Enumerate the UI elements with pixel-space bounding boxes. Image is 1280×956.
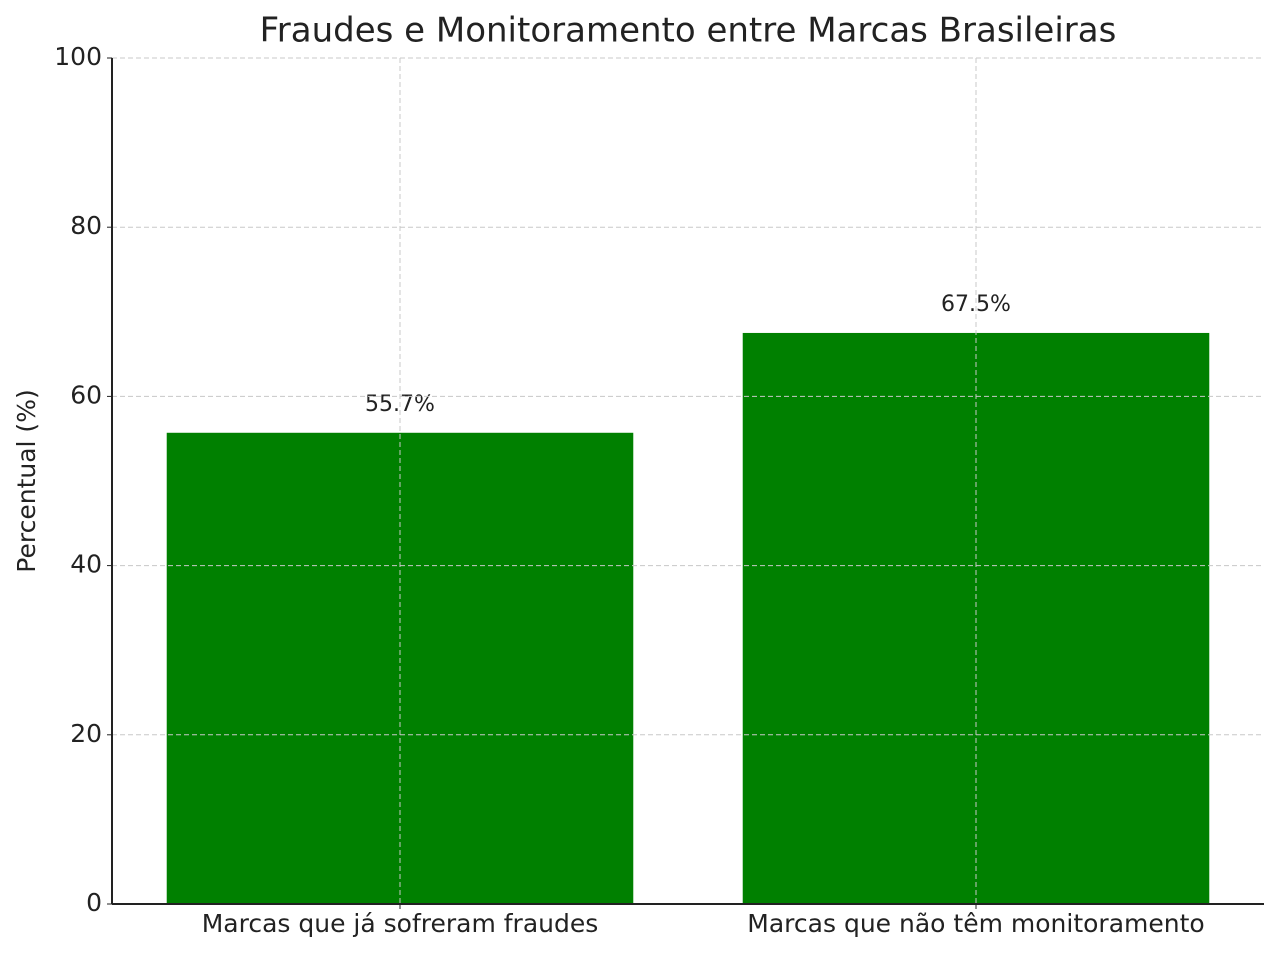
y-tick-label: 80 [70,211,102,240]
chart-title: Fraudes e Monitoramento entre Marcas Bra… [260,11,1117,51]
y-tick-label: 60 [70,380,102,409]
x-tick-label: Marcas que não têm monitoramento [747,909,1204,938]
y-tick-label: 20 [70,719,102,748]
y-tick-label: 40 [70,550,102,579]
x-tick-label: Marcas que já sofreram fraudes [202,909,599,938]
y-axis-label: Percentual (%) [12,389,41,572]
y-tick-label: 100 [54,42,102,71]
y-tick-label: 0 [86,888,102,917]
value-label: 67.5% [941,292,1011,317]
